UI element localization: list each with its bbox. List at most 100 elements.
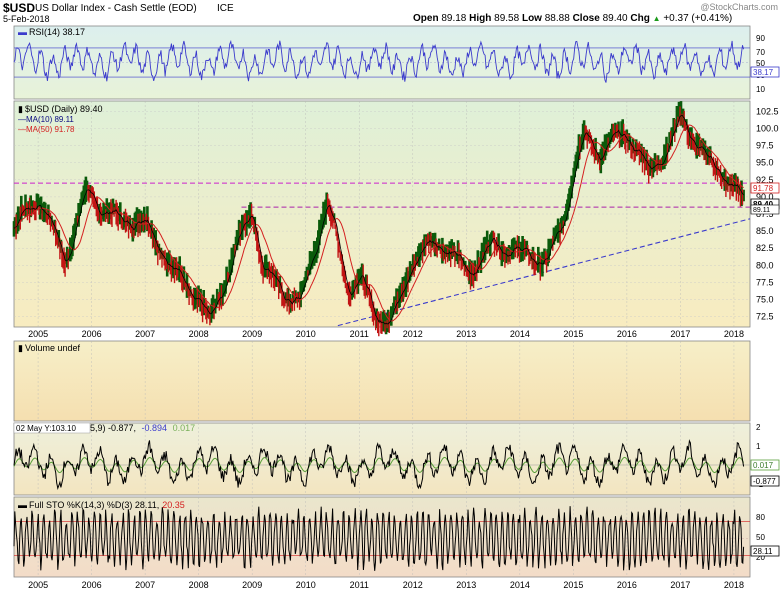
price-label: ▮ $USD (Daily) 89.40 — [18, 104, 102, 114]
ma50-value-tag: 91.78 — [750, 182, 780, 194]
svg-text:-0.877: -0.877 — [753, 477, 776, 486]
year-tick-label: 2018 — [724, 329, 744, 339]
sto-axis: 80 50 20 — [756, 513, 765, 562]
rising-trendline — [337, 218, 751, 327]
year-tick-label: 2015 — [563, 329, 583, 339]
year-tick-label: 2005 — [28, 580, 48, 590]
price-tick-label: 75.0 — [756, 295, 774, 305]
quote-close-value: 89.40 — [602, 13, 628, 24]
year-tick-label: 2011 — [350, 329, 369, 339]
sto-value-tag: 28.11 — [750, 545, 780, 557]
ma10-line — [13, 114, 744, 325]
price-tick-label: 72.5 — [756, 312, 774, 322]
symbol: $USD — [3, 1, 36, 15]
macd-hist-tag: 0.017 — [750, 459, 780, 471]
quote-close-label: Close — [572, 13, 600, 24]
macd-label: 02 May Y:103.10 5,9) -0.877, -0.894 0.01… — [13, 422, 195, 434]
year-tick-label: 2007 — [135, 329, 155, 339]
rsi-value-tag: 38.17 — [750, 66, 780, 78]
chart-header: $USD US Dollar Index - Cash Settle (EOD)… — [3, 1, 778, 25]
quote-row: Open 89.18 High 89.58 Low 88.88 Close 89… — [413, 13, 732, 24]
year-tick-label: 2010 — [296, 329, 316, 339]
macd-line — [13, 439, 745, 490]
year-tick-label: 2014 — [510, 329, 530, 339]
price-tick-label: 85.0 — [756, 226, 774, 236]
svg-text:38.17: 38.17 — [753, 68, 774, 77]
year-tick-label: 2007 — [135, 580, 155, 590]
svg-text:0.017: 0.017 — [753, 461, 774, 470]
quote-low-value: 88.88 — [544, 13, 570, 24]
quote-high-label: High — [469, 13, 492, 24]
ma10-value-tag: 89.11 — [750, 204, 780, 215]
sto-line — [13, 506, 745, 571]
chart-date: 5-Feb-2018 — [3, 14, 50, 24]
sto-tick: 50 — [756, 533, 765, 542]
price-tick-label: 100.0 — [756, 123, 779, 133]
year-tick-label: 2016 — [617, 329, 637, 339]
quote-high-value: 89.58 — [494, 13, 520, 24]
year-tick-label: 2010 — [296, 580, 316, 590]
rsi-axis: 90 70 50 30 10 — [756, 34, 765, 94]
svg-text:5,9) -0.877, -0.894: 5,9) -0.877, -0.894 0.017 — [90, 423, 195, 433]
price-tick-label: 97.5 — [756, 141, 774, 151]
sto-tick: 20 — [756, 553, 765, 562]
rsi-tick: 10 — [756, 85, 765, 94]
price-axis: 102.5100.097.595.092.590.087.585.082.580… — [756, 106, 779, 321]
rsi-tick: 70 — [756, 48, 765, 57]
volume-panel — [13, 340, 751, 422]
rsi-tick: 50 — [756, 59, 765, 68]
rsi-tick: 90 — [756, 34, 765, 43]
price-tick-label: 80.0 — [756, 260, 774, 270]
macd-tick: 1 — [756, 442, 761, 451]
year-tick-label: 2006 — [82, 580, 102, 590]
svg-text:89.11: 89.11 — [753, 207, 770, 214]
year-tick-label: 2005 — [28, 329, 48, 339]
year-tick-label: 2017 — [670, 580, 690, 590]
year-tick-label: 2012 — [403, 580, 423, 590]
year-tick-label: 2006 — [82, 329, 102, 339]
price-tick-label: 90.0 — [756, 192, 774, 202]
svg-text:28.11: 28.11 — [753, 547, 773, 556]
price-tick-label: 82.5 — [756, 243, 774, 253]
price-tick-label: 77.5 — [756, 277, 774, 287]
sto-label: ▬ Full STO %K(14,3) %D(3) 28.11, 20.35 — [18, 500, 185, 510]
quote-chg-label: Chg — [630, 13, 650, 24]
quote-open-value: 89.18 — [441, 13, 467, 24]
year-tick-label: 2008 — [189, 580, 209, 590]
year-tick-label: 2012 — [403, 329, 423, 339]
macd-value-tag: -0.877 — [750, 475, 780, 487]
sto-tick: 80 — [756, 513, 765, 522]
year-tick-label: 2008 — [189, 329, 209, 339]
price-tick-label: 102.5 — [756, 106, 779, 116]
year-tick-label: 2009 — [242, 329, 262, 339]
svg-text:89.40: 89.40 — [753, 200, 774, 209]
year-tick-label: 2011 — [350, 580, 369, 590]
year-tick-label: 2016 — [617, 580, 637, 590]
svg-text:91.78: 91.78 — [753, 184, 774, 193]
rsi-line — [13, 39, 745, 83]
year-tick-label: 2013 — [456, 329, 476, 339]
year-tick-label: 2014 — [510, 580, 530, 590]
macd-tick: 2 — [756, 423, 761, 432]
year-tick-label: 2017 — [670, 329, 690, 339]
quote-chg-value: +0.37 (+0.41%) — [663, 13, 733, 24]
year-tick-label: 2015 — [563, 580, 583, 590]
exchange: ICE — [217, 3, 234, 14]
price-tick-label: 95.0 — [756, 158, 774, 168]
svg-text:02 May Y:103.10: 02 May Y:103.10 — [16, 424, 76, 433]
quote-low-label: Low — [521, 13, 542, 24]
rsi-label: ▬ RSI(14) 38.17 — [18, 27, 85, 37]
rsi-levels — [14, 47, 750, 78]
year-tick-label: 2013 — [456, 580, 476, 590]
price-tick-label: 92.5 — [756, 175, 774, 185]
ma50-line — [13, 124, 744, 322]
up-triangle-icon: ▲ — [652, 14, 661, 23]
quote-open-label: Open — [413, 13, 439, 24]
year-tick-label: 2009 — [242, 580, 262, 590]
ma10-label: —MA(10) 89.11 — [18, 115, 74, 124]
year-tick-label: 2018 — [724, 580, 744, 590]
watermark: @StockCharts.com — [700, 2, 778, 12]
ma50-label: —MA(50) 91.78 — [18, 125, 75, 134]
volume-label: ▮ Volume undef — [18, 343, 80, 353]
